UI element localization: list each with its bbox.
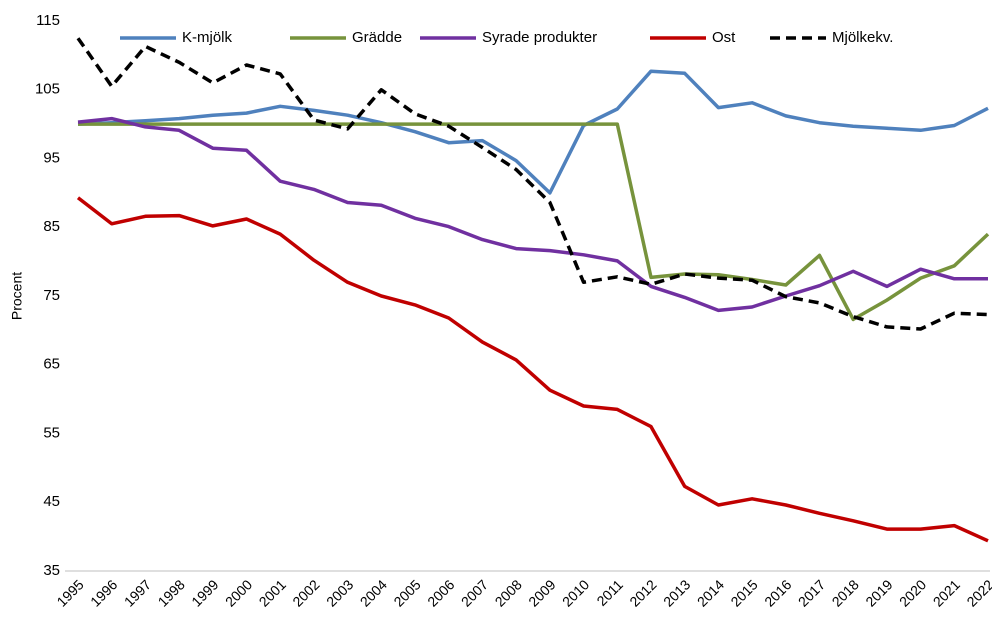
x-tick-label: 1995 bbox=[53, 576, 86, 609]
x-tick-label: 2022 bbox=[963, 576, 992, 609]
series-line bbox=[77, 116, 988, 313]
x-tick-label: 2016 bbox=[761, 576, 794, 609]
series-line bbox=[76, 37, 989, 331]
x-tick-label: 2020 bbox=[896, 576, 929, 609]
x-tick-label: 2011 bbox=[593, 576, 626, 609]
x-tick-label: 1998 bbox=[155, 576, 188, 609]
x-tick-label: 2013 bbox=[660, 576, 693, 609]
x-tick-label: 2005 bbox=[390, 576, 423, 609]
x-tick-label: 2002 bbox=[289, 576, 322, 609]
x-tick-label: 1996 bbox=[87, 576, 120, 609]
x-tick-label: 2004 bbox=[357, 576, 390, 609]
x-tick-label: 2018 bbox=[829, 576, 862, 609]
series-line bbox=[77, 69, 989, 195]
legend-label: Grädde bbox=[352, 29, 402, 46]
legend-label: K-mjölk bbox=[182, 29, 233, 46]
x-tick-label: 2003 bbox=[323, 576, 356, 609]
x-tick-label: 1999 bbox=[188, 576, 221, 609]
legend-label: Syrade produkter bbox=[482, 29, 597, 46]
y-tick-label: 95 bbox=[43, 149, 60, 166]
x-tick-label: 1997 bbox=[121, 576, 154, 609]
y-tick-label: 65 bbox=[43, 356, 60, 373]
y-tick-label: 55 bbox=[43, 424, 60, 441]
x-tick-label: 2017 bbox=[795, 576, 828, 609]
x-tick-label: 2009 bbox=[525, 576, 558, 609]
y-tick-label: 35 bbox=[43, 562, 60, 579]
x-tick-label: 2014 bbox=[694, 576, 727, 609]
series-line bbox=[76, 196, 989, 543]
x-tick-label: 2010 bbox=[559, 576, 592, 609]
x-tick-label: 2006 bbox=[424, 576, 457, 609]
x-tick-label: 2008 bbox=[492, 576, 525, 609]
x-tick-label: 2015 bbox=[727, 576, 760, 609]
y-tick-label: 75 bbox=[43, 287, 60, 304]
x-tick-label: 2021 bbox=[930, 576, 963, 609]
y-tick-label: 105 bbox=[35, 81, 60, 98]
y-axis-label: Procent bbox=[9, 272, 25, 320]
y-tick-label: 115 bbox=[36, 12, 60, 29]
y-tick-label: 85 bbox=[43, 218, 60, 235]
x-tick-label: 2019 bbox=[862, 576, 895, 609]
series-line bbox=[78, 122, 990, 322]
x-tick-label: 2000 bbox=[222, 576, 255, 609]
y-tick-label: 45 bbox=[43, 493, 60, 510]
x-tick-label: 2012 bbox=[626, 576, 659, 609]
x-tick-label: 2001 bbox=[256, 576, 289, 609]
legend-label: Ost bbox=[712, 29, 736, 46]
x-tick-label: 2007 bbox=[458, 576, 491, 609]
legend-label: Mjölkekv. bbox=[832, 29, 893, 46]
